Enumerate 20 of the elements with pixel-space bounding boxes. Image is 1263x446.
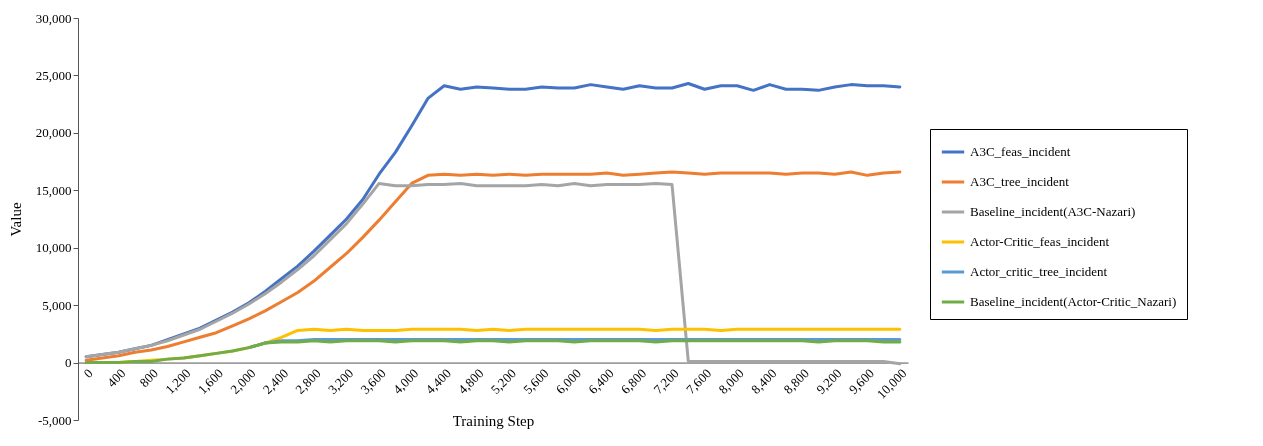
legend-label: Baseline_incident(Actor-Critic_Nazari)	[970, 294, 1177, 309]
legend-label: A3C_tree_incident	[970, 174, 1070, 189]
x-tick-label: 0	[80, 365, 96, 381]
x-axis-title: Training Step	[452, 412, 535, 429]
y-tick-label: 0	[65, 355, 72, 371]
x-tick-label: 400	[103, 365, 129, 391]
y-tick-label: -5,000	[37, 412, 72, 428]
y-tick-label: 25,000	[35, 67, 72, 83]
y-tick-label: 30,000	[35, 10, 72, 26]
legend-label: Actor_critic_tree_incident	[970, 264, 1108, 279]
y-tick-label: 20,000	[35, 125, 72, 141]
x-tick-label: 800	[136, 365, 161, 391]
legend-label: Actor-Critic_feas_incident	[970, 234, 1110, 249]
y-axis-title: Value	[7, 202, 24, 237]
legend-label: Baseline_incident(A3C-Nazari)	[970, 204, 1136, 219]
legend-label: A3C_feas_incident	[970, 144, 1071, 159]
y-tick-label: 15,000	[35, 182, 72, 198]
y-tick-label: 5,000	[42, 297, 72, 313]
line-series	[84, 339, 902, 365]
y-tick-label: 10,000	[35, 240, 72, 256]
